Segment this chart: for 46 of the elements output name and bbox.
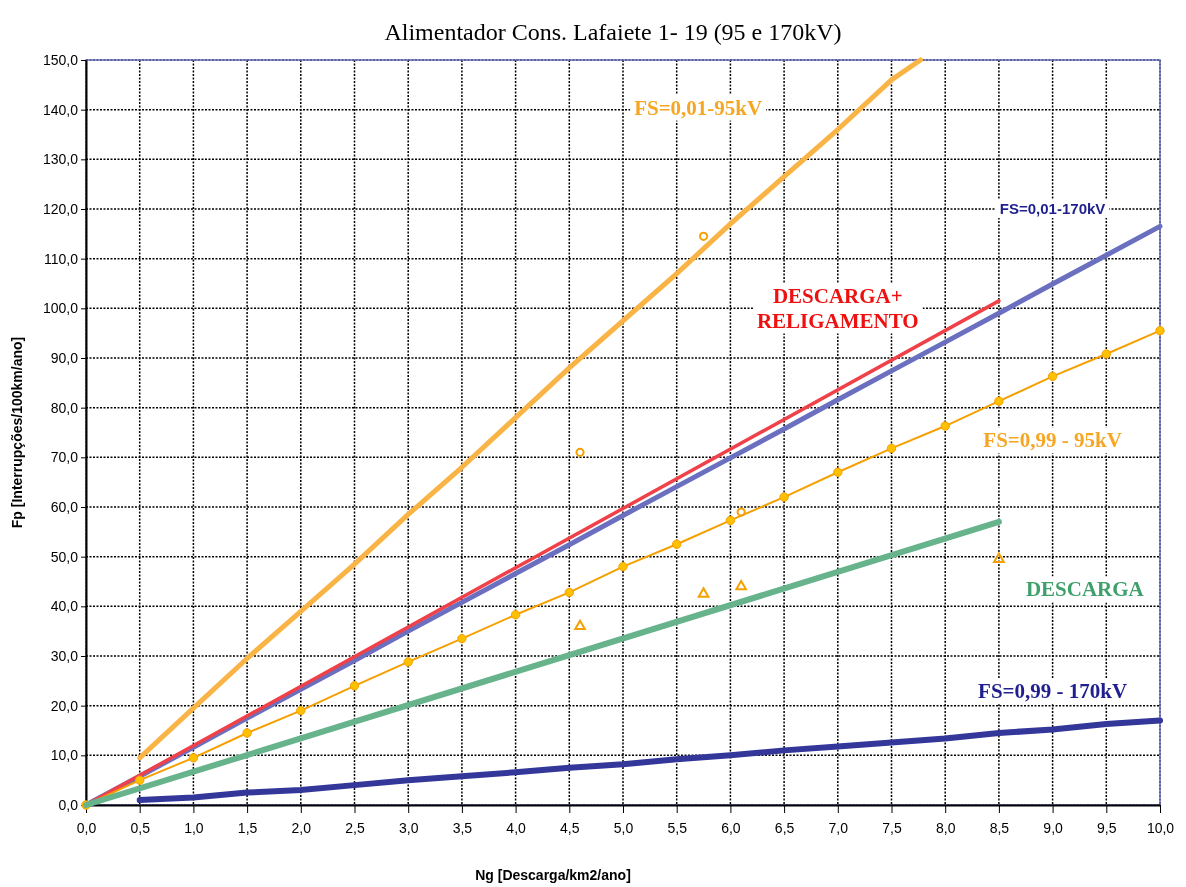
y-tick-label: 40,0 [50,598,79,615]
y-tick-label: 150,0 [42,51,79,68]
x-tick-label: 2,0 [291,819,312,836]
x-tick-label: 3,5 [452,819,473,836]
x-axis-title: Ng [Descarga/km2/ano] [475,867,631,883]
y-tick-label: 10,0 [50,747,79,764]
text: DESCARGA [1025,577,1145,602]
y-tick-label: 70,0 [50,449,79,466]
text: FS=0,01-95kV [634,95,763,120]
x-tick-label: 4,5 [560,819,580,836]
x-tick-label: 1,0 [184,819,204,836]
x-tick-label: 10,0 [1146,819,1175,836]
y-tick-label: 80,0 [50,399,79,416]
x-tick-label: 0,0 [76,819,97,836]
series-label: DESCARGA+ RELIGAMENTO [756,284,919,333]
chart-title: Alimentador Cons. Lafaiete 1- 19 (95 e 170kV) [384,19,842,45]
y-tick-label: 20,0 [50,697,79,714]
y-tick-label: 120,0 [42,200,79,217]
x-tick-label: 9,5 [1097,819,1117,836]
y-tick-label: 50,0 [50,548,79,565]
y-tick-label: 30,0 [50,647,79,664]
x-tick-label: 8,0 [935,819,956,836]
x-tick-label: 1,5 [237,819,258,836]
x-tick-label: 4,0 [506,819,527,836]
x-tick-label: 0,5 [130,819,151,836]
y-tick-label: 130,0 [42,151,79,168]
x-tick-label: 6,0 [721,819,741,836]
x-tick-label: 3,0 [398,819,419,836]
y-tick-label: 90,0 [50,349,79,366]
y-tick-label: 140,0 [42,101,79,118]
series-label: FS=0,99 - 95kV [983,428,1122,453]
x-tick-label: 5,5 [667,819,688,836]
x-tick-label: 9,0 [1043,819,1064,836]
series-label: FS=0,99 - 170kV [978,679,1128,704]
y-tick-label: 110,0 [44,250,79,267]
x-tick-label: 6,5 [774,819,795,836]
y-tick-label: 0,0 [58,796,79,813]
x-tick-label: 7,5 [882,819,902,836]
y-axis-title: Fp [Interrupções/100km/ano] [9,336,25,529]
x-tick-label: 5,0 [613,819,634,836]
y-tick-label: 60,0 [50,498,79,515]
x-tick-label: 8,5 [989,819,1010,836]
y-tick-label: 100,0 [42,300,79,317]
x-tick-label: 7,0 [828,819,849,836]
x-tick-label: 2,5 [345,819,365,836]
text: FS=0,01-170kV [999,199,1106,217]
